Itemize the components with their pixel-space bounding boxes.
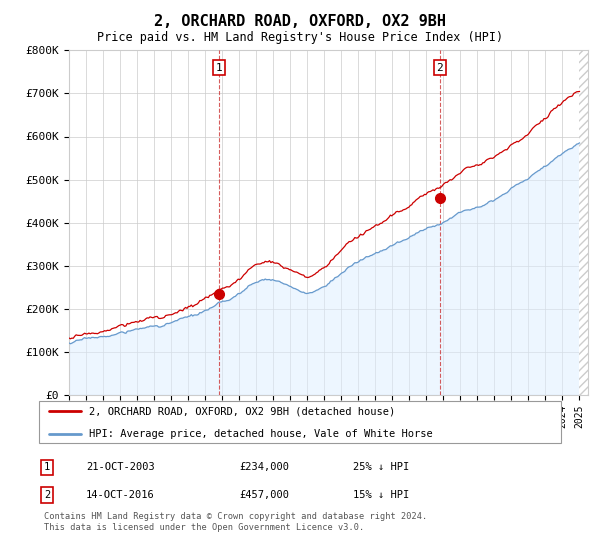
Text: HPI: Average price, detached house, Vale of White Horse: HPI: Average price, detached house, Vale… <box>89 429 433 439</box>
Text: Contains HM Land Registry data © Crown copyright and database right 2024.
This d: Contains HM Land Registry data © Crown c… <box>44 512 427 531</box>
Text: 25% ↓ HPI: 25% ↓ HPI <box>353 463 409 473</box>
Text: 2: 2 <box>437 63 443 73</box>
Text: £457,000: £457,000 <box>239 489 289 500</box>
Text: 2, ORCHARD ROAD, OXFORD, OX2 9BH (detached house): 2, ORCHARD ROAD, OXFORD, OX2 9BH (detach… <box>89 406 395 416</box>
Text: 15% ↓ HPI: 15% ↓ HPI <box>353 489 409 500</box>
Text: 2: 2 <box>44 489 50 500</box>
Text: 2, ORCHARD ROAD, OXFORD, OX2 9BH: 2, ORCHARD ROAD, OXFORD, OX2 9BH <box>154 14 446 29</box>
Text: 14-OCT-2016: 14-OCT-2016 <box>86 489 155 500</box>
Text: 1: 1 <box>215 63 222 73</box>
FancyBboxPatch shape <box>38 401 562 444</box>
Text: £234,000: £234,000 <box>239 463 289 473</box>
Text: Price paid vs. HM Land Registry's House Price Index (HPI): Price paid vs. HM Land Registry's House … <box>97 31 503 44</box>
Text: 21-OCT-2003: 21-OCT-2003 <box>86 463 155 473</box>
Text: 1: 1 <box>44 463 50 473</box>
